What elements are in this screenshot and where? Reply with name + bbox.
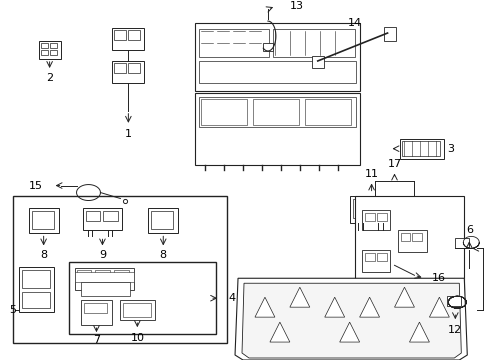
Bar: [13, 195, 226, 343]
Bar: [49, 43, 57, 48]
Bar: [252, 99, 298, 125]
Bar: [311, 56, 323, 68]
Bar: [349, 195, 394, 224]
Bar: [19, 267, 54, 312]
Bar: [354, 195, 463, 295]
Polygon shape: [289, 287, 309, 307]
Bar: [128, 30, 140, 40]
Bar: [364, 253, 374, 261]
Text: 8: 8: [160, 250, 166, 260]
Text: 15: 15: [29, 181, 42, 190]
Bar: [272, 29, 354, 57]
Bar: [39, 41, 61, 59]
Bar: [95, 270, 110, 280]
Bar: [112, 61, 144, 83]
Bar: [199, 29, 268, 57]
Bar: [83, 303, 107, 313]
Bar: [103, 211, 118, 221]
Text: 11: 11: [364, 168, 378, 179]
Bar: [352, 198, 390, 219]
Bar: [195, 93, 359, 165]
Bar: [454, 238, 468, 248]
Bar: [114, 30, 126, 40]
Bar: [195, 23, 359, 91]
Text: 3: 3: [447, 144, 453, 154]
Text: 17: 17: [386, 159, 401, 168]
Bar: [411, 233, 422, 242]
Bar: [74, 272, 134, 282]
Text: 6: 6: [465, 225, 472, 235]
Polygon shape: [394, 287, 414, 307]
Bar: [81, 282, 130, 296]
Bar: [263, 43, 272, 51]
Text: 4: 4: [227, 293, 235, 303]
Text: 12: 12: [447, 325, 462, 335]
Bar: [114, 270, 129, 280]
Bar: [123, 303, 151, 317]
Bar: [304, 99, 350, 125]
Bar: [21, 270, 49, 288]
Text: 2: 2: [46, 73, 53, 83]
Polygon shape: [235, 278, 467, 360]
Bar: [32, 211, 54, 229]
Text: 8: 8: [40, 250, 47, 260]
Bar: [201, 99, 246, 125]
Bar: [361, 250, 389, 272]
Bar: [376, 213, 386, 221]
Bar: [114, 63, 126, 73]
Polygon shape: [324, 297, 344, 317]
Bar: [361, 211, 389, 230]
Bar: [383, 27, 395, 41]
Bar: [397, 230, 427, 252]
Text: 1: 1: [124, 129, 132, 139]
Bar: [364, 213, 374, 221]
Text: 10: 10: [130, 333, 144, 343]
Bar: [29, 208, 59, 233]
Bar: [376, 253, 386, 261]
Bar: [148, 208, 178, 233]
Text: 14: 14: [347, 18, 361, 28]
Bar: [399, 139, 444, 159]
Bar: [21, 292, 49, 308]
Text: 9: 9: [99, 250, 106, 260]
Polygon shape: [428, 297, 448, 317]
Text: 7: 7: [93, 335, 100, 345]
Bar: [402, 141, 440, 156]
Polygon shape: [359, 297, 379, 317]
Polygon shape: [254, 297, 274, 317]
Bar: [77, 270, 91, 280]
Polygon shape: [408, 322, 428, 342]
Bar: [199, 61, 355, 83]
Bar: [128, 63, 140, 73]
Bar: [151, 211, 173, 229]
Bar: [74, 268, 134, 290]
Bar: [120, 300, 155, 320]
Bar: [49, 50, 57, 55]
Bar: [41, 50, 47, 55]
Polygon shape: [339, 322, 359, 342]
Bar: [82, 208, 122, 230]
Bar: [199, 97, 355, 127]
Bar: [400, 233, 409, 242]
Bar: [81, 300, 112, 325]
Bar: [112, 28, 144, 50]
Polygon shape: [242, 283, 460, 358]
Text: 13: 13: [289, 1, 303, 11]
Bar: [85, 211, 100, 221]
Bar: [41, 43, 47, 48]
Bar: [68, 262, 216, 334]
Polygon shape: [269, 322, 289, 342]
Text: 16: 16: [430, 273, 445, 283]
Bar: [447, 296, 460, 306]
Text: 5: 5: [9, 305, 16, 315]
